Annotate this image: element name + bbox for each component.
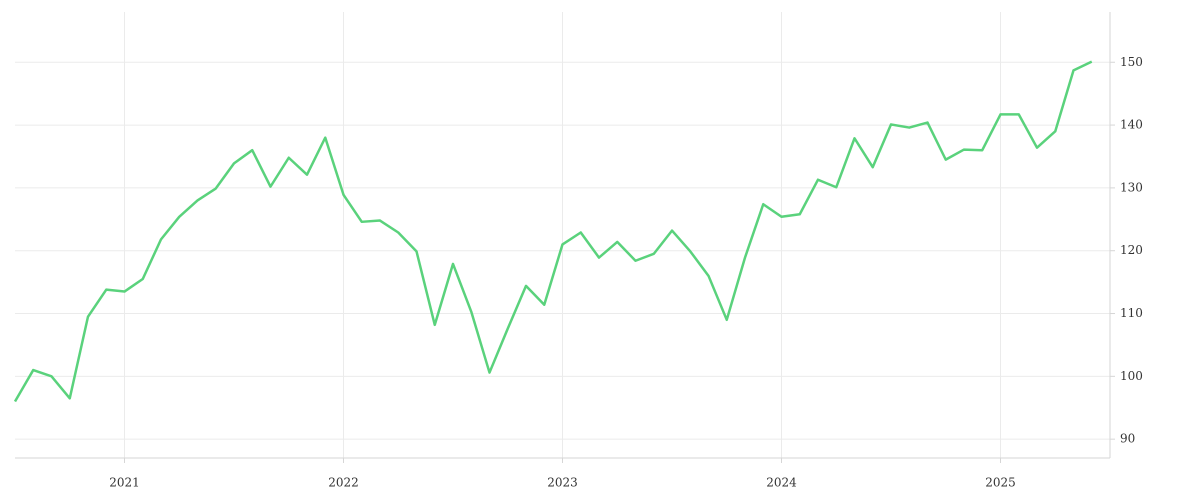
x-tick-label: 2021	[109, 476, 140, 490]
y-tick-label: 120	[1120, 243, 1143, 257]
y-tick-label: 100	[1120, 369, 1143, 383]
y-tick-label: 90	[1120, 432, 1135, 446]
y-tick-label: 140	[1120, 118, 1143, 132]
y-tick-label: 130	[1120, 180, 1143, 194]
x-tick-label: 2023	[547, 476, 578, 490]
x-tick-label: 2024	[766, 476, 797, 490]
x-tick-label: 2022	[328, 476, 359, 490]
x-tick-label: 2025	[985, 476, 1016, 490]
line-series	[13, 60, 1093, 403]
y-tick-label: 150	[1120, 55, 1143, 69]
y-tick-label: 110	[1120, 306, 1143, 320]
